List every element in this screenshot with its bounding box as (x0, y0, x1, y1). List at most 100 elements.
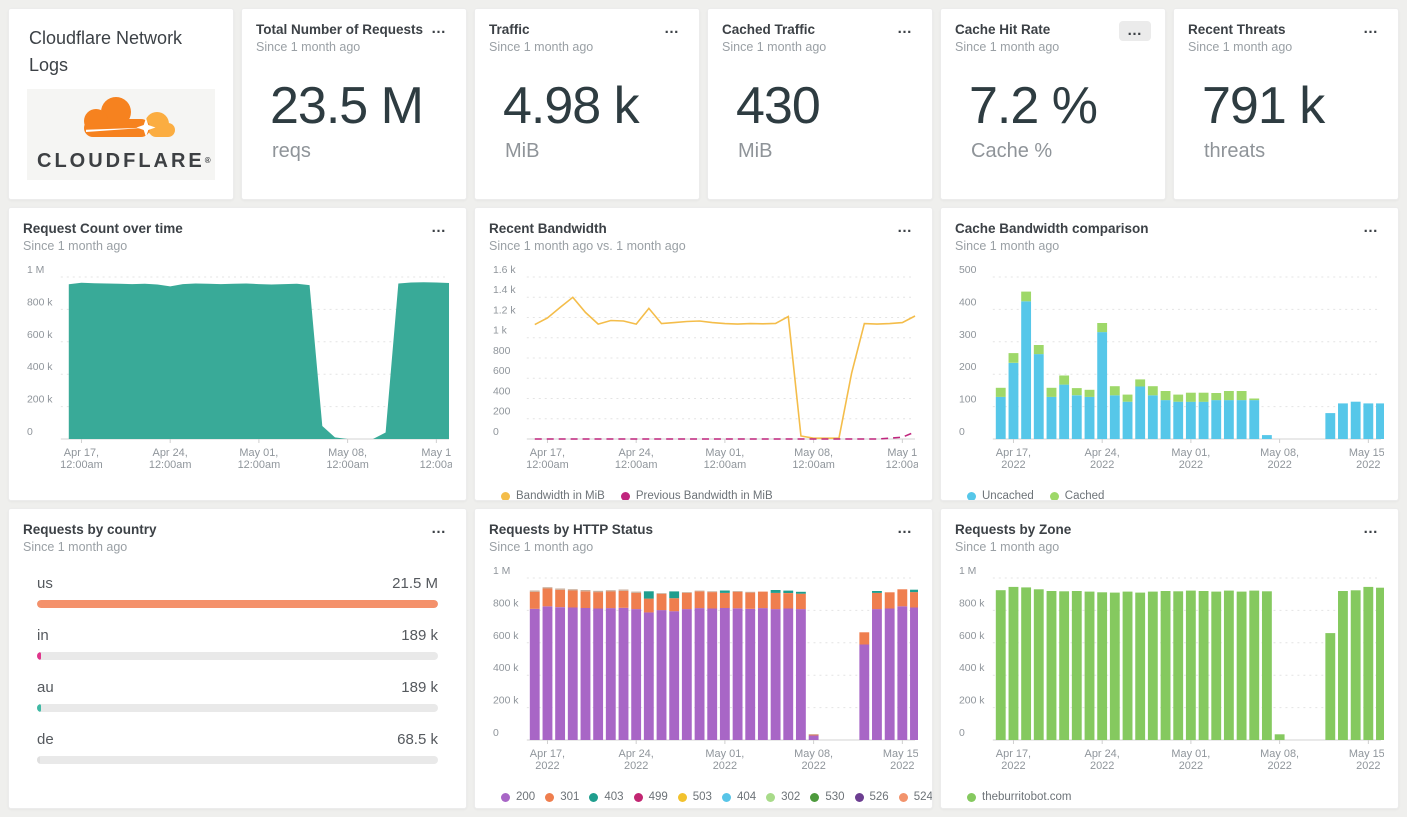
panel-menu-button[interactable]: … (892, 220, 918, 236)
legend-item[interactable]: 403 (589, 791, 624, 803)
panel-http-status: Requests by HTTP Status Since 1 month ag… (474, 508, 933, 809)
svg-text:12:00a: 12:00a (420, 459, 452, 471)
legend-dot (589, 792, 599, 802)
legend-item[interactable]: 200 (501, 791, 535, 803)
country-row: in 189 k (37, 627, 438, 660)
svg-text:0: 0 (959, 728, 965, 739)
panel-menu-button[interactable]: … (892, 521, 918, 537)
panel-title: Recent Bandwidth (489, 221, 607, 236)
svg-text:600 k: 600 k (493, 631, 519, 642)
panel-menu-button[interactable]: … (426, 521, 452, 537)
panel-title: Requests by Zone (955, 522, 1072, 537)
svg-text:2022: 2022 (1090, 459, 1114, 471)
svg-text:2022: 2022 (1267, 459, 1291, 471)
legend-dot (854, 792, 864, 802)
svg-text:400: 400 (959, 297, 977, 308)
panel-menu-button[interactable]: … (1358, 220, 1384, 236)
panel-subtitle: Since 1 month ago (955, 239, 1060, 253)
svg-text:May 01,: May 01, (239, 447, 278, 459)
svg-text:800 k: 800 k (493, 598, 519, 609)
country-bar-fill (37, 600, 438, 608)
svg-text:2022: 2022 (713, 760, 737, 772)
panel-menu-button[interactable]: … (659, 21, 685, 37)
panel-menu-button[interactable]: … (426, 21, 452, 37)
panel-cache-comparison: Cache Bandwidth comparison Since 1 month… (940, 207, 1399, 501)
chart-legend: theburritobot.com (967, 791, 1384, 803)
legend-label: 200 (516, 791, 536, 803)
svg-text:600 k: 600 k (27, 330, 53, 341)
legend-item[interactable]: 302 (766, 791, 800, 803)
svg-text:400 k: 400 k (959, 663, 985, 674)
stat-unit: reqs (272, 140, 311, 162)
stat-unit: MiB (505, 140, 540, 162)
svg-text:May 1: May 1 (887, 447, 917, 459)
legend-item[interactable]: 404 (721, 791, 757, 803)
country-code: de (37, 731, 54, 748)
svg-text:May 08,: May 08, (1260, 748, 1299, 760)
stat-value: 791 k (1202, 77, 1325, 135)
panel-traffic: Traffic Since 1 month ago … 4.98 k MiB (474, 8, 700, 200)
legend-item[interactable]: 301 (545, 791, 579, 803)
svg-text:2022: 2022 (1179, 760, 1203, 772)
svg-text:0: 0 (493, 427, 499, 438)
svg-text:1 M: 1 M (959, 566, 976, 577)
dashboard-title: Cloudflare Network Logs (29, 28, 183, 75)
stat-unit: threats (1204, 140, 1266, 162)
panel-menu-button[interactable]: … (1358, 521, 1384, 537)
legend-label: 499 (648, 791, 668, 803)
svg-text:12:00am: 12:00am (60, 459, 103, 471)
country-value: 189 k (401, 679, 438, 696)
svg-text:May 01,: May 01, (1171, 748, 1210, 760)
panel-menu-button[interactable]: … (892, 21, 918, 37)
panel-menu-button[interactable]: … (1358, 21, 1384, 37)
legend-item[interactable]: Uncached (967, 490, 1034, 501)
legend-item[interactable]: Previous Bandwidth in MiB (620, 490, 773, 500)
svg-text:May 15,: May 15, (883, 748, 918, 760)
panel-header: Cloudflare Network Logs CLOUDFLARE® (8, 8, 234, 200)
legend-label: 302 (781, 791, 801, 803)
svg-text:200: 200 (959, 362, 977, 373)
svg-text:12:00am: 12:00am (615, 459, 658, 471)
svg-text:2022: 2022 (535, 760, 559, 772)
panel-menu-button[interactable]: … (426, 220, 452, 236)
chart-legend: 200 301 403 499 503 404 302 530 526 524 (501, 791, 932, 803)
svg-text:Apr 17,: Apr 17, (530, 447, 565, 459)
legend-label: 404 (736, 791, 757, 803)
svg-text:May 01,: May 01, (705, 447, 744, 459)
legend-item[interactable]: 503 (677, 791, 712, 803)
country-code: au (37, 679, 54, 696)
legend-item[interactable]: 524 (898, 791, 932, 803)
panel-menu-button[interactable]: … (1119, 21, 1151, 41)
legend-item[interactable]: 526 (854, 791, 889, 803)
svg-text:500: 500 (959, 265, 977, 276)
legend-dot (810, 792, 820, 802)
legend-dot (545, 792, 555, 802)
legend-item[interactable]: Bandwidth in MiB (501, 490, 605, 500)
registered-mark: ® (204, 156, 214, 165)
country-bar-track (37, 704, 438, 712)
legend-dot (967, 792, 976, 802)
country-bar-fill (37, 704, 42, 712)
legend-item[interactable]: theburritobot.com (967, 791, 1072, 803)
country-row: de 68.5 k (37, 731, 438, 764)
legend-item[interactable]: 499 (633, 791, 668, 803)
legend-label: Uncached (982, 490, 1034, 501)
chart-legend: Bandwidth in MiB Previous Bandwidth in Mi… (501, 490, 918, 500)
panel-title: Cached Traffic (722, 22, 816, 37)
svg-text:12:00am: 12:00am (792, 459, 835, 471)
svg-text:600: 600 (493, 366, 511, 377)
legend-item[interactable]: 530 (810, 791, 845, 803)
country-value: 68.5 k (397, 731, 438, 748)
legend-item[interactable]: Cached (1049, 490, 1104, 500)
panel-cached-traffic: Cached Traffic Since 1 month ago … 430 M… (707, 8, 933, 200)
svg-text:May 15,: May 15, (1349, 447, 1384, 459)
svg-text:Apr 24,: Apr 24, (619, 748, 654, 760)
panel-title: Requests by country (23, 522, 157, 537)
svg-text:12:00am: 12:00am (704, 459, 747, 471)
panel-subtitle: Since 1 month ago (722, 40, 827, 54)
